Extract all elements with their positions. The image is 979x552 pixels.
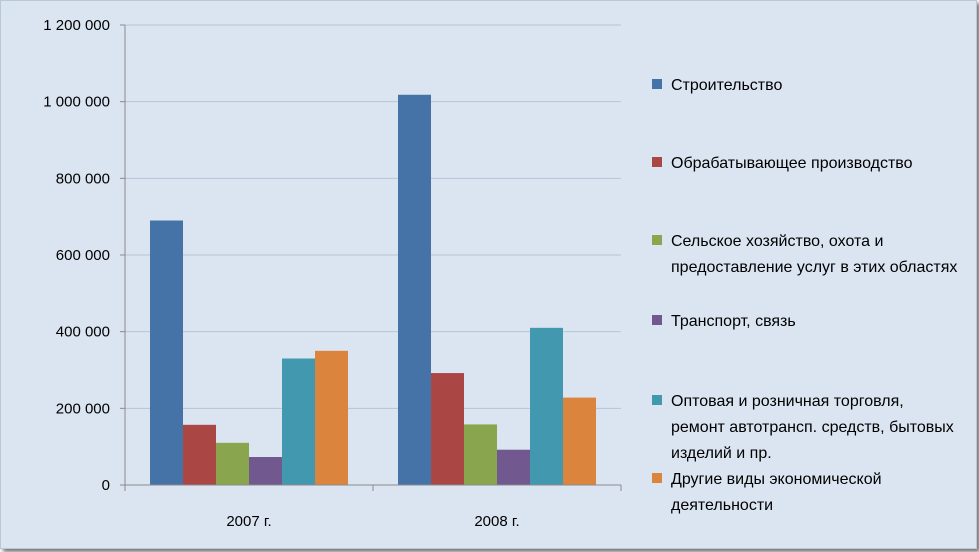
legend-item: Транспорт, связь (652, 309, 961, 335)
y-tick-label: 800 000 (56, 170, 110, 187)
legend-item: Другие виды экономической деятельности (652, 467, 961, 519)
legend-swatch (652, 235, 662, 245)
legend-label: Оптовая и розничная торговля, ремонт авт… (671, 393, 954, 462)
bar (398, 94, 431, 486)
legend-label: Транспорт, связь (671, 313, 796, 330)
legend-swatch (652, 79, 662, 89)
bar (150, 220, 183, 485)
bar (464, 424, 497, 485)
y-tick-label: 200 000 (56, 400, 110, 417)
legend-label: Обрабатывающее производство (671, 155, 913, 172)
legend-swatch (652, 395, 662, 405)
y-tick-label: 1 000 000 (43, 94, 110, 111)
bar (183, 424, 216, 485)
axes (120, 24, 622, 491)
y-tick-label: 1 200 000 (43, 17, 110, 34)
legend-swatch (652, 157, 662, 167)
y-tick-label: 400 000 (56, 324, 110, 341)
legend-label: Другие виды экономической деятельности (671, 471, 882, 514)
bar (282, 358, 315, 485)
legend-item: Строительство (652, 73, 961, 99)
bar (497, 449, 530, 485)
legend-item: Сельское хозяйство, охота и предоставлен… (652, 229, 961, 281)
legend-item: Оптовая и розничная торговля, ремонт авт… (652, 389, 961, 467)
x-tick-label: 2007 г. (226, 513, 271, 530)
y-tick-label: 600 000 (56, 247, 110, 264)
bars (150, 94, 596, 486)
legend-swatch (652, 315, 662, 325)
x-tick-label: 2008 г. (474, 513, 519, 530)
legend-label: Строительство (671, 77, 783, 94)
legend-label: Сельское хозяйство, охота и предоставлен… (671, 233, 958, 276)
legend-item: Обрабатывающее производство (652, 151, 961, 177)
bar (315, 350, 348, 485)
legend-swatch (652, 473, 662, 483)
bar (249, 457, 282, 485)
bar (563, 397, 596, 485)
bar (216, 442, 249, 485)
tick-labels: 0 200 000 400 000 600 000 800 000 1 000 000 1 … (43, 17, 519, 530)
bar (530, 327, 563, 485)
bar (431, 373, 464, 485)
y-tick-label: 0 (102, 477, 110, 494)
